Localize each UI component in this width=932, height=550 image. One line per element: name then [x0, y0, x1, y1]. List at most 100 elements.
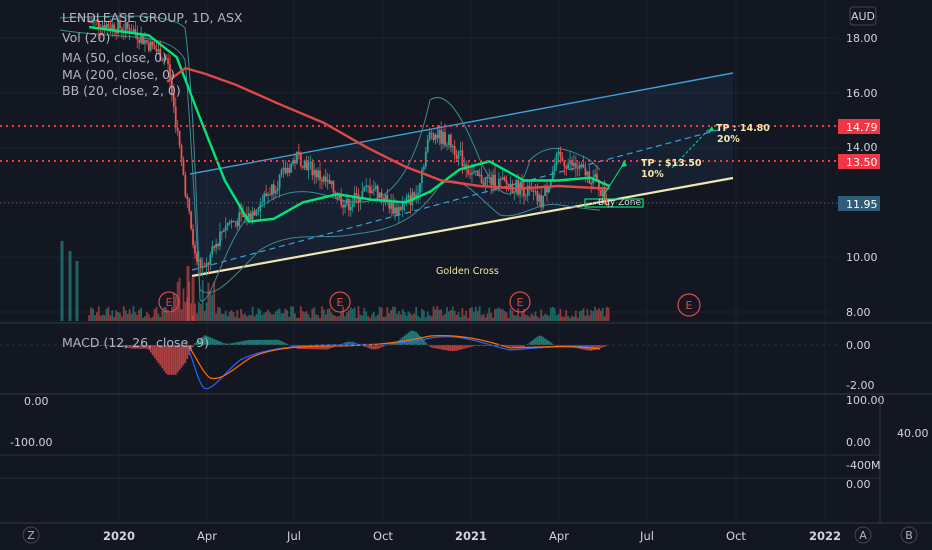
earnings-marker[interactable]: E — [158, 291, 180, 313]
timezone-icon[interactable]: Z — [22, 526, 40, 544]
volume-bar — [222, 313, 225, 321]
volume-bar — [596, 310, 598, 321]
candle-body — [453, 145, 456, 156]
volume-bar — [599, 310, 602, 321]
macd-bar — [434, 345, 437, 349]
volume-bar — [328, 308, 331, 321]
currency-button[interactable] — [849, 6, 877, 26]
candle-body — [313, 170, 316, 176]
buy-zone-box[interactable] — [584, 198, 644, 208]
macd-bar — [149, 345, 152, 353]
macd-bar — [603, 345, 606, 347]
volume-bar — [346, 312, 348, 321]
indicator-label[interactable]: MA (200, close, 0) — [62, 67, 175, 82]
indicator-label[interactable]: Vol (20) — [62, 30, 110, 45]
volume-bar — [161, 310, 164, 321]
candle-body — [576, 167, 579, 169]
volume-bar — [530, 313, 533, 321]
macd-bar — [170, 345, 173, 375]
channel-mid-line[interactable] — [191, 125, 734, 271]
price-tag[interactable] — [838, 196, 880, 211]
volume-bar — [569, 317, 571, 321]
indicator-label[interactable]: BB (20, close, 2, 0) — [62, 83, 181, 98]
macd-bar — [380, 345, 383, 348]
target-arrow-head — [708, 126, 714, 132]
volume-bar — [492, 317, 495, 321]
volume-bar — [97, 306, 100, 321]
candle-body — [542, 195, 545, 208]
macd-bar — [444, 345, 446, 351]
macd-bar — [213, 339, 216, 345]
macd-bar — [371, 345, 373, 350]
candle-body — [305, 160, 308, 171]
volume-bar — [194, 303, 196, 321]
macd-bar — [238, 341, 241, 345]
candle-body — [574, 163, 577, 168]
macd-bar — [605, 345, 608, 347]
volume-bar — [372, 311, 375, 321]
macd-bar — [130, 345, 133, 349]
macd-bar — [211, 338, 214, 345]
volume-bar — [144, 316, 146, 321]
channel-upper-line[interactable] — [189, 72, 734, 175]
price-tag[interactable] — [838, 119, 880, 134]
candle-body — [165, 58, 168, 60]
volume-bar — [517, 308, 520, 321]
candle-body — [526, 186, 529, 196]
indicator-label[interactable]: MA (50, close, 0) — [62, 50, 167, 65]
volume-bar — [271, 314, 273, 321]
earnings-marker[interactable]: E — [677, 293, 701, 317]
candle-body — [419, 183, 421, 193]
currency-label: AUD — [851, 10, 875, 23]
volume-bar — [199, 304, 202, 321]
volume-bar — [107, 306, 110, 321]
price-axis-area[interactable] — [838, 0, 932, 550]
volume-bar — [390, 309, 393, 321]
volume-bar — [130, 313, 133, 321]
channel-lower-line[interactable] — [191, 176, 734, 278]
volume-bar — [153, 308, 156, 321]
candle-body — [170, 80, 173, 94]
candle-body — [317, 170, 319, 178]
x-tick-label: 2020 — [103, 529, 135, 543]
macd-bar — [363, 345, 366, 347]
volume-bar — [411, 314, 414, 321]
macd-bar — [222, 343, 225, 345]
candle-body — [436, 134, 439, 139]
log-scale-button[interactable]: B — [900, 526, 918, 544]
macd-bar — [203, 335, 206, 345]
candle-body — [540, 194, 543, 208]
candle-body — [276, 188, 279, 191]
volume-bar — [253, 316, 256, 321]
macd-bar — [313, 345, 316, 350]
earnings-marker[interactable]: E — [329, 291, 351, 313]
volume-bar — [109, 315, 112, 321]
candle-body — [496, 188, 498, 190]
macd-bar — [463, 345, 466, 349]
volume-bar — [469, 308, 471, 321]
candle-body — [184, 175, 187, 197]
macd-label[interactable]: MACD (12, 26, close, 9) — [62, 335, 209, 350]
macd-bar — [328, 345, 331, 349]
price-tag[interactable] — [838, 154, 880, 169]
macd-bar — [521, 345, 523, 349]
volume-bar — [378, 306, 381, 321]
macd-bar — [421, 338, 423, 345]
earnings-marker[interactable]: E — [509, 291, 531, 313]
candle-body — [538, 194, 541, 202]
volume-bar — [374, 316, 377, 321]
candle-body — [207, 263, 210, 265]
macd-bar — [120, 345, 123, 348]
volume-bar — [257, 308, 260, 321]
candle-body — [586, 171, 589, 176]
candle-body — [138, 39, 141, 43]
price-candles — [88, 12, 610, 277]
candle-body — [363, 187, 366, 191]
volume-bar — [601, 308, 604, 321]
auto-scale-button[interactable]: A — [854, 526, 872, 544]
candle-body — [530, 189, 533, 191]
candle-body — [346, 198, 348, 205]
chart-title[interactable]: LENDLEASE GROUP, 1D, ASX — [62, 10, 243, 25]
